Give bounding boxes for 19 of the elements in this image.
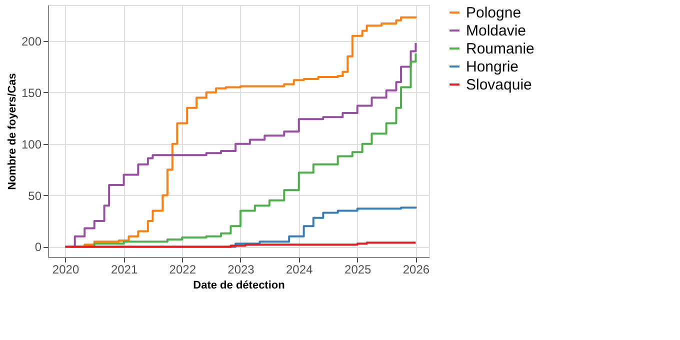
x-tick-label: 2023 xyxy=(228,262,255,276)
x-axis-title: Date de détection xyxy=(193,280,286,292)
legend-label: Slovaquie xyxy=(466,76,532,94)
legend-label: Moldavie xyxy=(466,22,526,40)
x-tick-label: 2024 xyxy=(286,262,314,276)
y-tick-label: 100 xyxy=(21,137,42,152)
y-tick-label: 50 xyxy=(28,188,42,203)
x-tick-label: 2020 xyxy=(52,262,80,276)
legend-label: Hongrie xyxy=(466,58,519,76)
x-tick-label: 2026 xyxy=(402,262,430,276)
legend-label: Pologne xyxy=(466,4,522,22)
legend-label: Roumanie xyxy=(466,40,534,58)
y-tick-label: 200 xyxy=(21,34,42,48)
y-axis-title: Nombre de foyers/Cas xyxy=(6,73,18,190)
x-tick-label: 2022 xyxy=(169,262,196,276)
x-tick-label: 2021 xyxy=(110,262,138,276)
x-tick-label: 2025 xyxy=(344,262,372,276)
y-tick-label: 0 xyxy=(34,240,42,254)
y-tick-label: 150 xyxy=(21,86,42,100)
